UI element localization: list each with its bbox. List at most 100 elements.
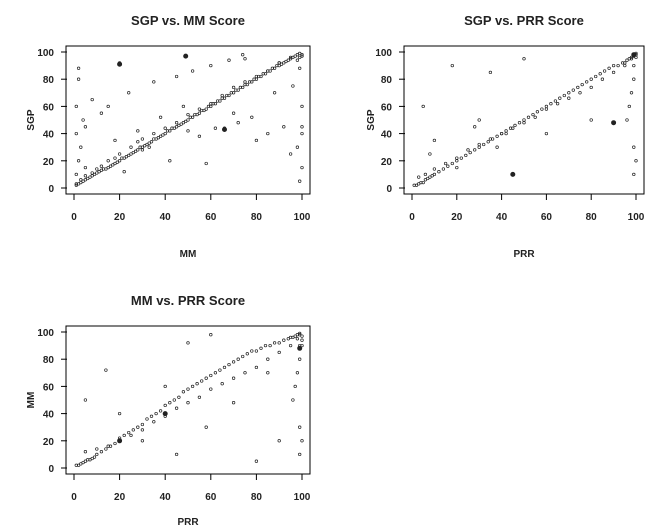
scatter-point bbox=[190, 69, 195, 73]
scatter-point bbox=[298, 425, 302, 429]
scatter-point bbox=[455, 159, 459, 163]
scatter-point bbox=[243, 371, 247, 375]
scatter-point bbox=[113, 138, 117, 143]
x-tick-label: 20 bbox=[114, 492, 126, 503]
scatter-point bbox=[213, 126, 218, 130]
scatter-point bbox=[174, 452, 179, 457]
scatter-point bbox=[177, 395, 181, 399]
scatter-point bbox=[295, 371, 300, 375]
scatter-point bbox=[282, 125, 286, 129]
scatter-point bbox=[414, 183, 419, 187]
scatter-point bbox=[202, 108, 206, 113]
scatter-point bbox=[611, 63, 616, 68]
scatter-point bbox=[632, 63, 636, 68]
scatter-point bbox=[245, 352, 249, 356]
scatter-point bbox=[186, 129, 190, 133]
scatter-point bbox=[580, 82, 584, 87]
scatter-point bbox=[293, 334, 297, 338]
scatter-point bbox=[598, 72, 602, 76]
y-tick-label: 40 bbox=[381, 130, 393, 141]
scatter-point bbox=[594, 74, 598, 79]
x-tick-label: 80 bbox=[251, 212, 263, 223]
y-tick-label: 100 bbox=[37, 48, 54, 59]
scatter-point bbox=[632, 145, 636, 149]
scatter-point bbox=[288, 152, 293, 156]
scatter-point bbox=[231, 91, 236, 95]
scatter-point bbox=[168, 129, 172, 133]
scatter-point bbox=[145, 417, 149, 421]
scatter-point bbox=[555, 102, 560, 106]
scatter-point bbox=[266, 69, 270, 73]
scatter-point bbox=[83, 459, 88, 463]
scatter-point bbox=[298, 333, 302, 337]
scatter-point bbox=[95, 167, 99, 171]
x-tick-label: 40 bbox=[160, 492, 172, 503]
data-points bbox=[74, 51, 304, 187]
scatter-point bbox=[156, 136, 161, 140]
scatter-point bbox=[122, 156, 126, 160]
scatter-point-highlight bbox=[117, 438, 123, 444]
scatter-point bbox=[421, 180, 425, 185]
data-points bbox=[74, 331, 304, 467]
scatter-point bbox=[136, 129, 140, 133]
scatter-point bbox=[300, 334, 304, 338]
scatter-point bbox=[236, 121, 240, 125]
scatter-point bbox=[632, 172, 636, 177]
scatter-point bbox=[531, 112, 535, 117]
scatter-point bbox=[432, 138, 437, 143]
scatter-point bbox=[629, 57, 634, 61]
scatter-point bbox=[517, 121, 522, 125]
scatter-point bbox=[455, 165, 459, 170]
scatter-point bbox=[117, 411, 122, 416]
scatter-point bbox=[197, 395, 202, 399]
scatter-point bbox=[468, 150, 472, 155]
scatter-point bbox=[154, 411, 158, 416]
scatter-point bbox=[441, 167, 446, 171]
scatter-point bbox=[488, 70, 493, 75]
chart-title: MM vs. PRR Score bbox=[131, 293, 245, 308]
scatter-point bbox=[430, 174, 434, 178]
scatter-point bbox=[213, 371, 218, 375]
x-tick-label: 20 bbox=[114, 212, 126, 223]
scatter-point bbox=[209, 102, 213, 106]
scatter-point bbox=[611, 70, 616, 75]
scatter-point bbox=[74, 104, 78, 109]
scatter-point bbox=[432, 172, 437, 177]
y-tick-label: 60 bbox=[381, 102, 393, 113]
y-tick-label: 80 bbox=[381, 75, 393, 86]
scatter-point bbox=[184, 119, 188, 124]
scatter-point bbox=[286, 58, 290, 62]
scatter-point bbox=[241, 85, 245, 90]
y-tick-label: 20 bbox=[381, 157, 393, 168]
scatter-point bbox=[127, 153, 131, 158]
scatter-point bbox=[589, 118, 593, 122]
scatter-point bbox=[473, 125, 477, 129]
scatter-point bbox=[131, 428, 135, 432]
scatter-point bbox=[190, 115, 195, 119]
scatter-point bbox=[266, 357, 270, 361]
scatter-point bbox=[104, 447, 108, 451]
scatter-point-highlight bbox=[510, 171, 516, 177]
scatter-point bbox=[190, 384, 195, 389]
scatter-point bbox=[627, 104, 631, 109]
plot-frame bbox=[403, 45, 645, 195]
scatter-point bbox=[241, 53, 245, 57]
scatter-point bbox=[300, 54, 304, 58]
scatter-point bbox=[490, 137, 495, 141]
scatter-point bbox=[174, 125, 179, 129]
scatter-point bbox=[90, 171, 94, 175]
scatter-point bbox=[129, 433, 133, 438]
scatter-point bbox=[522, 57, 526, 61]
panel-sgp-vs-mm: SGP vs. MM Score MM SGP 0 20 40 60 80 100 0 20 4… bbox=[26, 13, 311, 260]
scatter-point bbox=[243, 80, 247, 84]
scatter-point bbox=[83, 165, 88, 170]
x-tick-label: 60 bbox=[205, 212, 217, 223]
scatter-point bbox=[147, 145, 151, 149]
scatter-point bbox=[432, 167, 437, 171]
scatter-point bbox=[74, 182, 78, 186]
scatter-point bbox=[83, 174, 88, 178]
scatter-point bbox=[446, 164, 450, 168]
scatter-point bbox=[174, 121, 179, 125]
scatter-point bbox=[149, 414, 154, 418]
axis-ticks: 0 20 40 60 80 100 0 20 40 60 80 100 bbox=[375, 48, 644, 223]
